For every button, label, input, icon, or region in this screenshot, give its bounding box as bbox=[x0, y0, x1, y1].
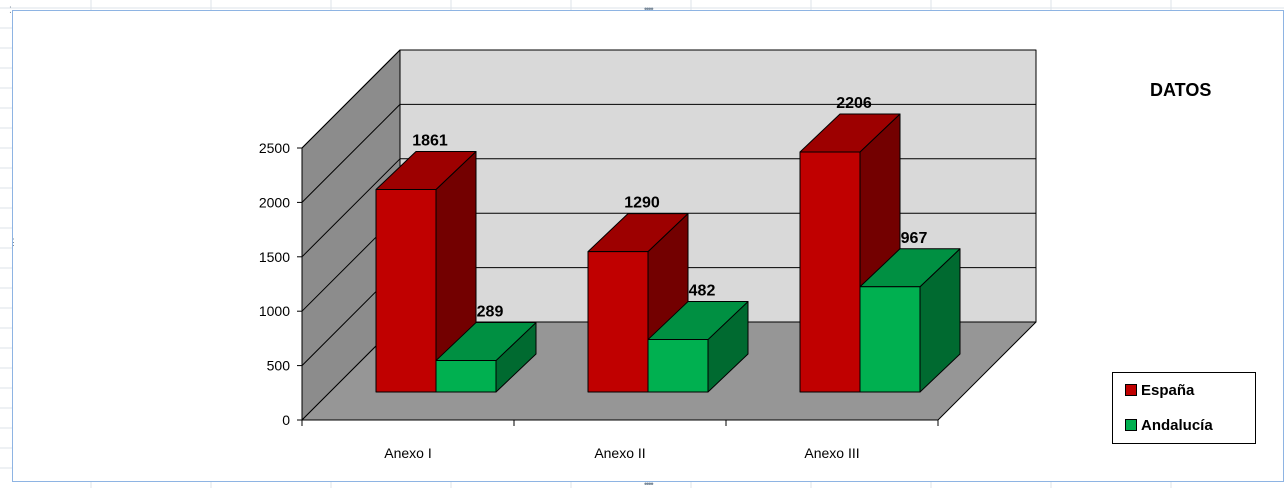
x-tick-label: Anexo II bbox=[594, 445, 645, 461]
data-label: 482 bbox=[689, 283, 716, 300]
top-left-resize-handle[interactable]: ⁚ bbox=[9, 5, 12, 15]
data-label: 967 bbox=[901, 230, 928, 247]
bottom-resize-handle[interactable]: •••• bbox=[644, 479, 654, 489]
bar-front-face bbox=[587, 251, 649, 393]
legend-item-espana: España bbox=[1125, 382, 1194, 399]
bar bbox=[435, 322, 537, 393]
legend-label-andalucia: Andalucía bbox=[1141, 417, 1213, 434]
side-gridline bbox=[301, 49, 401, 149]
y-tick-label: 1500 bbox=[259, 249, 290, 265]
bar-front-face bbox=[375, 189, 437, 393]
y-tick-label: 2000 bbox=[259, 194, 290, 210]
chart-title: DATOS bbox=[1150, 80, 1212, 100]
legend-swatch-andalucia bbox=[1125, 419, 1137, 431]
data-label: 1861 bbox=[412, 133, 448, 150]
bar-front-face bbox=[859, 286, 921, 393]
legend-label-espana: España bbox=[1141, 382, 1195, 399]
y-tick-label: 500 bbox=[267, 358, 291, 374]
bar-front-face bbox=[435, 360, 497, 393]
data-label: 289 bbox=[477, 304, 504, 321]
y-tick-label: 2500 bbox=[259, 140, 290, 156]
legend: España Andalucía bbox=[1112, 372, 1256, 444]
legend-item-andalucia: Andalucía bbox=[1125, 417, 1213, 434]
legend-swatch-espana bbox=[1125, 384, 1137, 396]
bar bbox=[647, 301, 749, 393]
data-label: 2206 bbox=[836, 95, 872, 112]
side-gridline bbox=[301, 104, 401, 203]
top-resize-handle[interactable]: •••• bbox=[644, 4, 654, 14]
bar-front-face bbox=[799, 151, 861, 393]
side-gridline bbox=[301, 158, 401, 258]
x-tick-label: Anexo I bbox=[384, 445, 431, 461]
y-tick-label: 1000 bbox=[259, 303, 290, 319]
bar bbox=[859, 248, 961, 393]
x-tick-label: Anexo III bbox=[804, 445, 859, 461]
y-tick-label: 0 bbox=[282, 412, 290, 428]
data-label: 1290 bbox=[624, 195, 660, 212]
left-resize-handle[interactable]: ⋮ bbox=[9, 237, 18, 247]
bar-front-face bbox=[647, 339, 709, 393]
